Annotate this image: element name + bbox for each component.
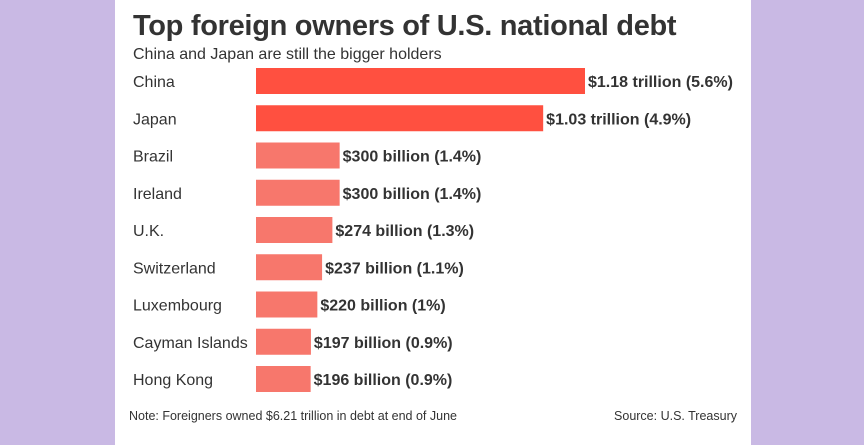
- value-label: $300 billion (1.4%): [343, 186, 482, 203]
- bar: [256, 68, 585, 94]
- category-label: Cayman Islands: [133, 335, 248, 352]
- category-label: Japan: [133, 111, 177, 128]
- category-label: Luxembourg: [133, 298, 222, 315]
- value-label: $196 billion (0.9%): [314, 372, 453, 389]
- bar: [256, 105, 544, 132]
- bar: [256, 254, 323, 281]
- bar: [256, 142, 340, 169]
- value-label: $1.03 trillion (4.9%): [546, 111, 691, 128]
- bar: [256, 291, 318, 318]
- category-label: China: [133, 74, 175, 91]
- value-label: $237 billion (1.1%): [325, 260, 464, 277]
- bar: [256, 217, 333, 243]
- category-label: U.K.: [133, 223, 164, 240]
- category-label: Switzerland: [133, 260, 216, 277]
- bar: [256, 179, 340, 206]
- bar-chart: China $1.18 trillion (5.6%) Japan $1.03 tri…: [133, 68, 733, 392]
- value-label: $197 billion (0.9%): [314, 335, 453, 352]
- category-label: Hong Kong: [133, 372, 213, 389]
- chart-card: Top foreign owners of U.S. national debt…: [115, 0, 751, 445]
- chart-subtitle: China and Japan are still the bigger hol…: [133, 46, 442, 63]
- value-label: $274 billion (1.3%): [335, 223, 474, 240]
- chart-title: Top foreign owners of U.S. national debt: [133, 10, 677, 42]
- bar: [256, 366, 311, 392]
- value-label: $1.18 trillion (5.6%): [588, 74, 733, 91]
- value-label: $220 billion (1%): [320, 298, 445, 315]
- value-label: $300 billion (1.4%): [343, 149, 482, 166]
- source-credit: Source: U.S. Treasury: [614, 409, 737, 423]
- footnote: Note: Foreigners owned $6.21 trillion in…: [129, 409, 457, 423]
- category-label: Ireland: [133, 186, 182, 203]
- bar: [256, 328, 311, 355]
- category-label: Brazil: [133, 149, 173, 166]
